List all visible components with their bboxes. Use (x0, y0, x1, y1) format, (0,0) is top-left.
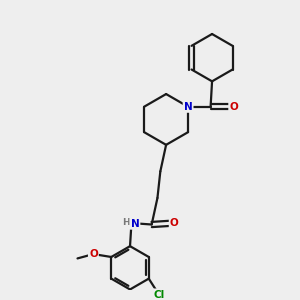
Text: H: H (122, 218, 130, 227)
Text: N: N (130, 219, 139, 229)
Text: Cl: Cl (153, 290, 164, 299)
Text: O: O (89, 249, 98, 259)
Text: N: N (184, 102, 193, 112)
Text: O: O (170, 218, 178, 228)
Text: O: O (229, 102, 238, 112)
